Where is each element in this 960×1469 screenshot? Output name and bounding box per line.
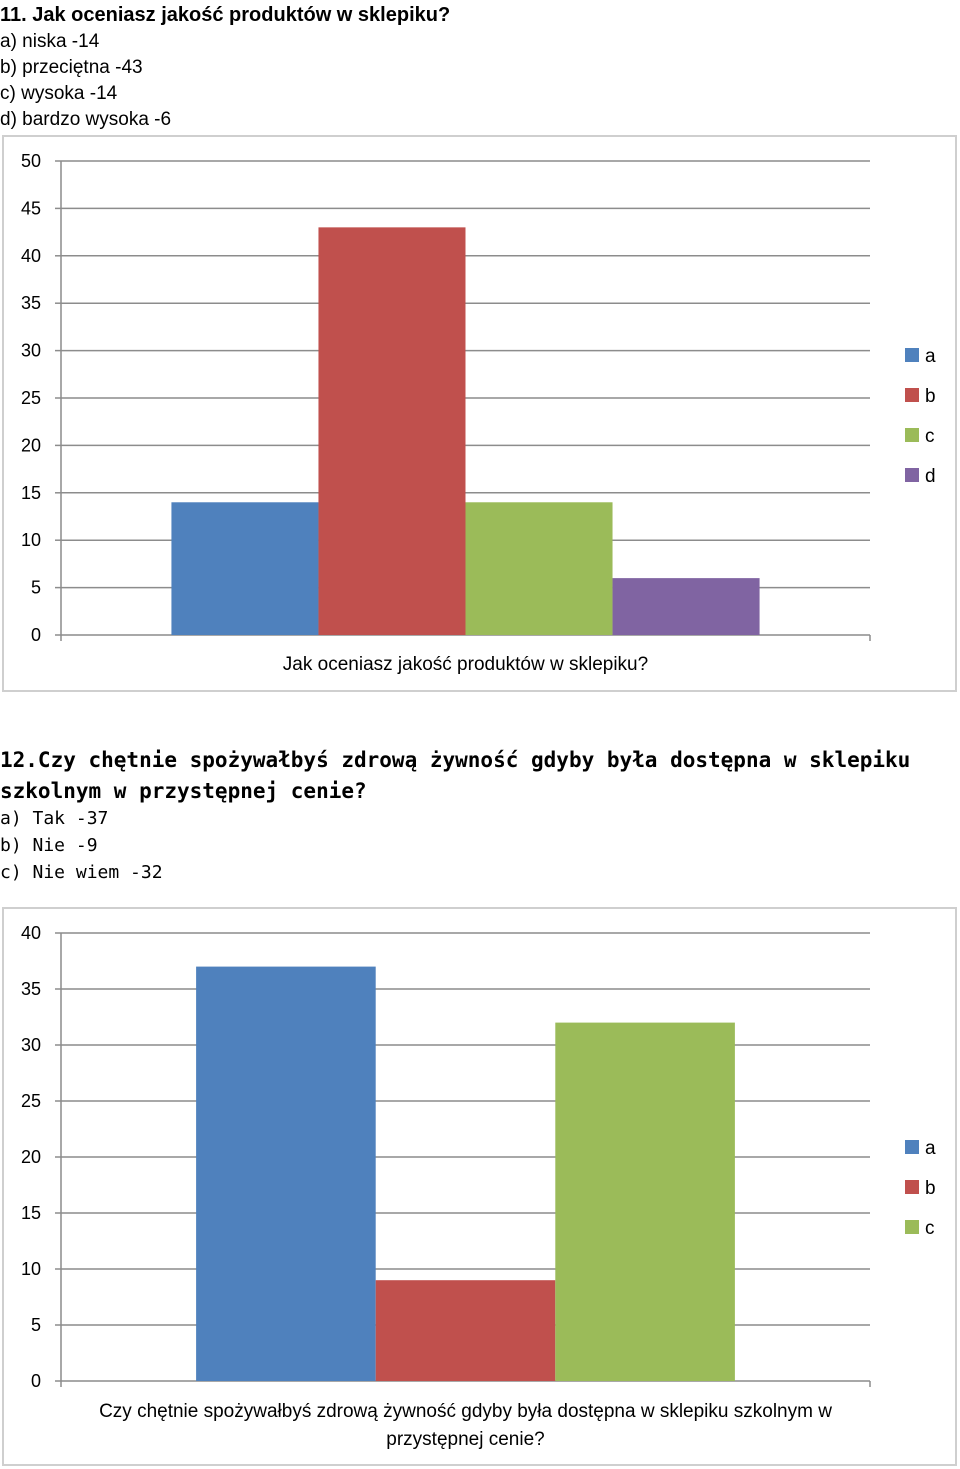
- y-tick-label: 40: [21, 246, 41, 266]
- legend-swatch-a: [905, 1140, 919, 1154]
- chart-2: 0 5 10 15 20 25 30 35 40 Czy chętnie spożywałbyś …: [21, 923, 936, 1450]
- bar-b: [318, 227, 466, 636]
- y-tick-label: 35: [21, 293, 41, 313]
- question-2-title-line-1: 12.Czy chętnie spożywałbyś zdrową żywnoś…: [0, 748, 911, 772]
- y-tick-label: 15: [21, 483, 41, 503]
- x-category-label: Jak oceniasz jakość produktów w sklepiku…: [283, 654, 648, 675]
- bar-c: [555, 1022, 735, 1381]
- legend-label-b: b: [925, 1178, 936, 1199]
- bar-b: [375, 1280, 556, 1381]
- y-tick-label: 10: [21, 1259, 41, 1279]
- y-tick-label: 20: [21, 1147, 41, 1167]
- chart-2-frame: 0 5 10 15 20 25 30 35 40 Czy chętnie spożywałbyś …: [2, 907, 957, 1466]
- legend-swatch-b: [905, 1180, 919, 1194]
- question-1-option-b: b) przeciętna -43: [0, 57, 143, 78]
- y-tick-label: 25: [21, 388, 41, 408]
- legend-label-d: d: [925, 466, 936, 487]
- x-category-label: Czy chętnie spożywałbyś zdrową żywność g…: [99, 1401, 832, 1422]
- y-tick-label: 0: [31, 625, 41, 645]
- chart-1-frame: 0 5 10 15 20 25 30 35 40 45 50 Jak oceniasz jakość …: [2, 135, 957, 692]
- bar-a: [196, 966, 376, 1381]
- y-tick-label: 20: [21, 435, 41, 455]
- question-1-option-d: d) bardzo wysoka -6: [0, 109, 172, 130]
- legend-label-a: a: [925, 346, 936, 367]
- question-2-option-a: a) Tak -37: [0, 808, 109, 829]
- y-tick-label: 50: [21, 151, 41, 171]
- bar-c: [465, 502, 613, 635]
- legend-swatch-a: [905, 348, 919, 362]
- legend-label-a: a: [925, 1138, 936, 1159]
- y-tick-label: 40: [21, 923, 41, 943]
- y-tick-label: 15: [21, 1203, 41, 1223]
- y-tick-label: 10: [21, 530, 41, 550]
- legend-swatch-c: [905, 428, 919, 442]
- bar-a: [171, 502, 319, 635]
- y-tick-label: 35: [21, 979, 41, 999]
- y-tick-label: 25: [21, 1091, 41, 1111]
- legend-swatch-d: [905, 468, 919, 482]
- chart-1: 0 5 10 15 20 25 30 35 40 45 50 Jak oceniasz jakość …: [21, 151, 936, 675]
- question-1-option-c: c) wysoka -14: [0, 83, 118, 104]
- y-tick-label: 45: [21, 198, 41, 218]
- question-2-title-line-2: szkolnym w przystępnej cenie?: [0, 779, 367, 803]
- legend-swatch-c: [905, 1220, 919, 1234]
- legend-label-c: c: [925, 426, 935, 447]
- question-2-option-b: b) Nie -9: [0, 835, 98, 856]
- y-tick-label: 5: [31, 1315, 41, 1335]
- y-tick-label: 30: [21, 341, 41, 361]
- question-1-title: 11. Jak oceniasz jakość produktów w skle…: [0, 4, 451, 26]
- x-category-label: przystępnej cenie?: [386, 1429, 544, 1450]
- bar-d: [612, 578, 760, 635]
- legend-label-c: c: [925, 1218, 935, 1239]
- y-tick-label: 30: [21, 1035, 41, 1055]
- legend-swatch-b: [905, 388, 919, 402]
- question-1-option-a: a) niska -14: [0, 31, 100, 52]
- y-tick-label: 0: [31, 1371, 41, 1391]
- legend-label-b: b: [925, 386, 936, 407]
- question-2-option-c: c) Nie wiem -32: [0, 862, 163, 883]
- y-tick-label: 5: [31, 578, 41, 598]
